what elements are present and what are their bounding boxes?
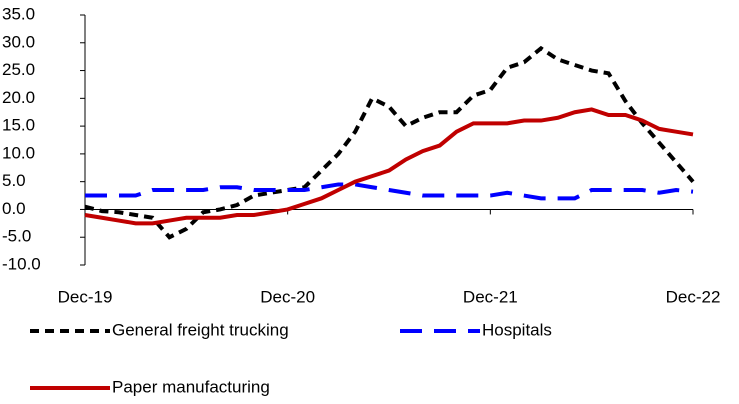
legend-label: Hospitals xyxy=(482,320,552,339)
y-tick-label: 0.0 xyxy=(2,199,26,218)
x-tick-label: Dec-20 xyxy=(260,287,315,306)
y-tick-label: 30.0 xyxy=(2,32,35,51)
legend-label: General freight trucking xyxy=(112,320,289,339)
legend-label: Paper manufacturing xyxy=(112,377,270,396)
y-tick-label: 15.0 xyxy=(2,116,35,135)
series-line xyxy=(84,107,694,226)
y-tick-label: -5.0 xyxy=(2,227,31,246)
y-tick-label: 35.0 xyxy=(2,4,35,23)
y-tick-label: 5.0 xyxy=(2,171,26,190)
y-tick-label: 25.0 xyxy=(2,60,35,79)
series-line xyxy=(85,182,694,201)
x-tick-label: Dec-22 xyxy=(666,287,721,306)
y-tick-label: -10.0 xyxy=(2,254,41,273)
y-tick-label: 20.0 xyxy=(2,88,35,107)
x-tick-label: Dec-21 xyxy=(463,287,518,306)
series-line xyxy=(84,45,695,240)
y-tick-label: 10.0 xyxy=(2,143,35,162)
x-tick-label: Dec-19 xyxy=(58,287,113,306)
